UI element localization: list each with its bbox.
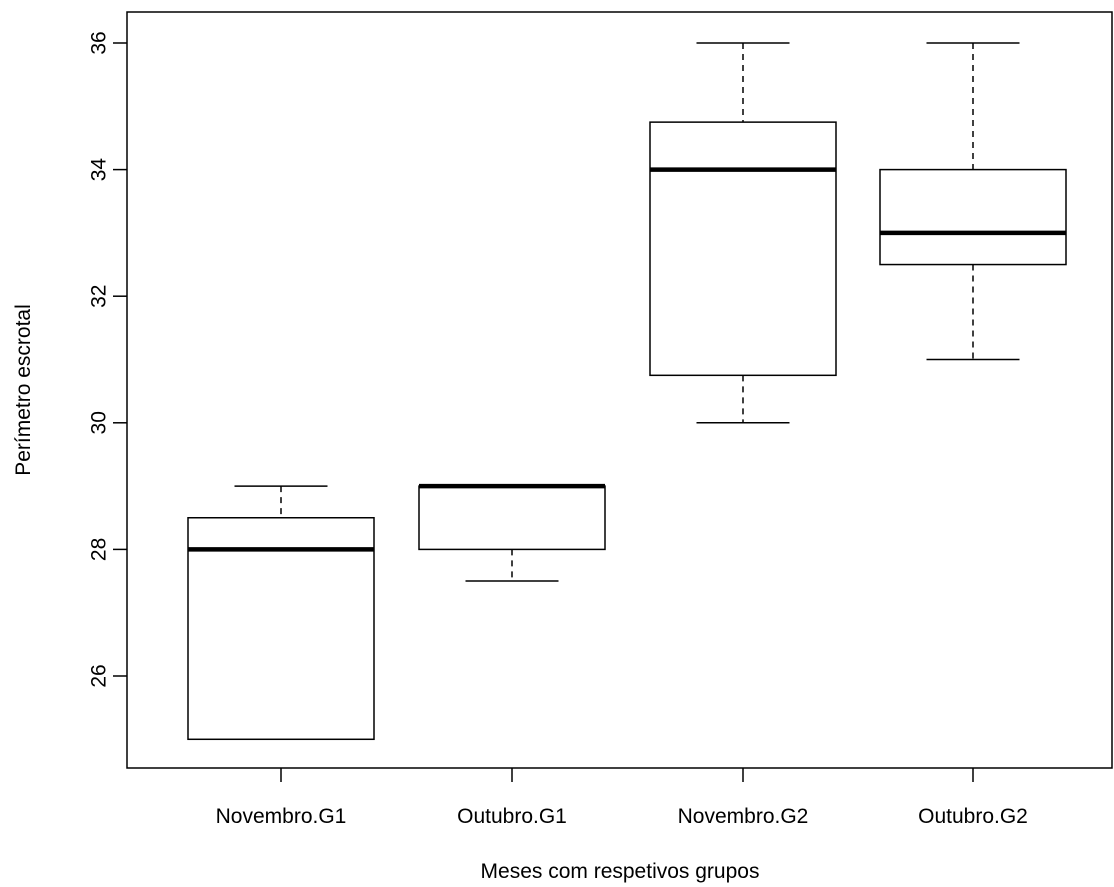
y-tick-label: 26 — [88, 664, 111, 687]
y-axis-title: Perímetro escrotal — [12, 304, 35, 476]
box-body — [418, 485, 606, 551]
y-tick-label: 34 — [88, 158, 111, 182]
box-group — [418, 483, 606, 582]
x-tick-label: Outubro.G1 — [457, 805, 567, 828]
y-tick-label: 32 — [88, 285, 111, 308]
x-tick-label: Novembro.G1 — [216, 805, 347, 828]
box-group — [187, 485, 375, 741]
x-tick-label: Outubro.G2 — [918, 805, 1028, 828]
plot-frame — [126, 11, 1113, 769]
box-body — [187, 517, 375, 741]
y-tick-label: 28 — [88, 538, 111, 561]
y-tick-label: 30 — [88, 411, 111, 434]
box-group — [649, 42, 837, 424]
box-body — [649, 121, 837, 377]
x-tick-label: Novembro.G2 — [678, 805, 809, 828]
box-body — [879, 168, 1067, 266]
y-tick-label: 36 — [88, 31, 111, 54]
y-axis: 26 28 30 32 34 36 — [88, 31, 127, 688]
box-group — [879, 42, 1067, 361]
x-axis: Novembro.G1 Outubro.G1 Novembro.G2 Outubro.… — [216, 768, 1028, 828]
boxes — [187, 42, 1067, 741]
x-axis-title: Meses com respetivos grupos — [481, 860, 760, 883]
